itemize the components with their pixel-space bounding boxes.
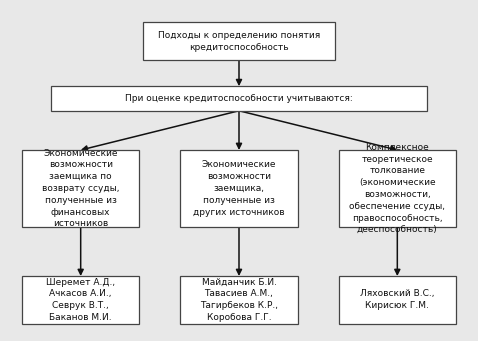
FancyBboxPatch shape: [51, 86, 427, 111]
Text: Ляховский В.С.,
Кирисюк Г.М.: Ляховский В.С., Кирисюк Г.М.: [360, 290, 435, 310]
Text: Экономические
возможности
заемщика,
полученные из
других источников: Экономические возможности заемщика, полу…: [193, 160, 285, 217]
FancyBboxPatch shape: [22, 276, 139, 324]
Text: Комплексное
теоретическое
толкование
(экономические
возможности,
обеспечение ссу: Комплексное теоретическое толкование (эк…: [349, 143, 445, 234]
FancyBboxPatch shape: [339, 276, 456, 324]
Text: Майданчик Б.И.
Тавасиев А.М.,
Тагирбеков К.Р.,
Коробова Г.Г.: Майданчик Б.И. Тавасиев А.М., Тагирбеков…: [200, 278, 278, 322]
FancyBboxPatch shape: [339, 150, 456, 227]
FancyBboxPatch shape: [22, 150, 139, 227]
Text: При оценке кредитоспособности учитываются:: При оценке кредитоспособности учитываютс…: [125, 94, 353, 103]
FancyBboxPatch shape: [181, 276, 297, 324]
Text: Экономические
возможности
заемщика по
возврату ссуды,
полученные из
финансовых
и: Экономические возможности заемщика по во…: [42, 149, 120, 228]
Text: Подходы к определению понятия
кредитоспособность: Подходы к определению понятия кредитоспо…: [158, 31, 320, 51]
FancyBboxPatch shape: [181, 150, 297, 227]
FancyBboxPatch shape: [142, 23, 336, 60]
Text: Шеремет А.Д.,
Ачкасов А.И.,
Севрук В.Т.,
Баканов М.И.: Шеремет А.Д., Ачкасов А.И., Севрук В.Т.,…: [46, 278, 115, 322]
